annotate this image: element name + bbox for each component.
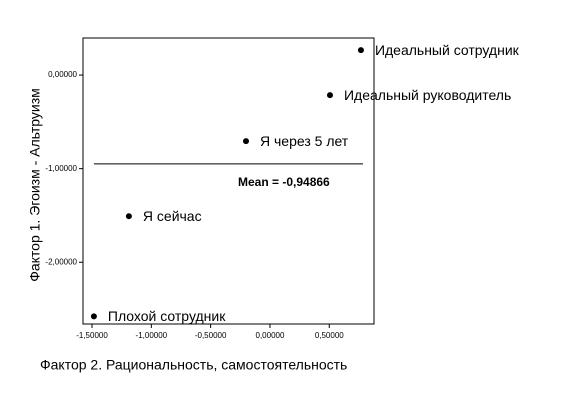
point-label: Я через 5 лет: [260, 133, 349, 149]
y-tick-label: 0,00000: [48, 70, 77, 79]
y-axis-title: Фактор 1. Эгоизм - Альтруизм: [27, 88, 43, 282]
x-tick-label: -1,50000: [76, 331, 108, 340]
y-tick-label: -1,00000: [45, 164, 77, 173]
mean-label: Mean = -0,94866: [238, 175, 330, 189]
point-label: Идеальный сотрудник: [375, 42, 520, 58]
point: [242, 138, 249, 145]
x-axis-title: Фактор 2. Рациональность, самостоятельно…: [40, 357, 347, 373]
point: [357, 47, 364, 54]
x-tick-label: 0,50000: [315, 331, 344, 340]
point-label: Я сейчас: [143, 208, 202, 224]
point: [125, 213, 132, 220]
point-label: Плохой сотрудник: [108, 308, 226, 324]
x-tick-label: -1,00000: [136, 331, 168, 340]
x-tick-label: -0,50000: [195, 331, 227, 340]
plot-frame: [82, 37, 375, 325]
y-tick-label: -2,00000: [45, 257, 77, 266]
point: [326, 92, 333, 99]
point: [90, 313, 97, 320]
point-label: Идеальный руководитель: [344, 87, 511, 103]
x-tick-label: 0,00000: [256, 331, 285, 340]
